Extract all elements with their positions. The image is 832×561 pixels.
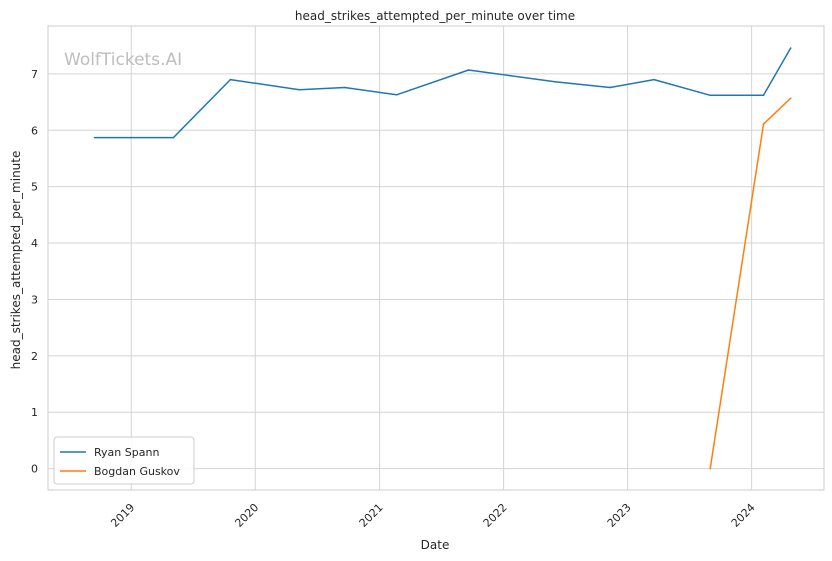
x-tick-label: 2020 [232, 501, 261, 530]
data-point-ryan-spann [229, 78, 232, 81]
y-tick-label: 7 [31, 68, 38, 81]
chart-title: head_strikes_attempted_per_minute over t… [295, 9, 575, 23]
y-tick-label: 4 [31, 237, 38, 250]
grid-layer [48, 26, 824, 490]
data-point-bogdan-guskov [709, 467, 711, 470]
data-point-ryan-spann [298, 88, 301, 91]
data-point-ryan-spann [709, 94, 711, 97]
legend-box [53, 436, 195, 485]
y-tick-label: 1 [31, 406, 38, 419]
data-point-ryan-spann [93, 136, 96, 139]
y-tick-label: 2 [31, 350, 38, 363]
y-axis-label: head_strikes_attempted_per_minute [9, 151, 23, 370]
x-tick-label: 2023 [605, 501, 634, 530]
data-point-ryan-spann [395, 93, 398, 96]
legend: Ryan Spann Bogdan Guskov [53, 436, 195, 485]
y-tick-label: 5 [31, 181, 38, 194]
y-tick-label: 6 [31, 124, 38, 137]
data-point-ryan-spann [172, 136, 175, 139]
series-line-ryan-spann [94, 47, 792, 139]
y-tick-labels: 0 1 2 3 4 5 6 7 [31, 68, 38, 476]
data-point-ryan-spann [609, 86, 611, 89]
data-point-ryan-spann [653, 78, 655, 81]
watermark: WolfTickets.AI [64, 50, 182, 70]
data-point-bogdan-guskov [789, 97, 792, 99]
x-tick-label: 2022 [481, 501, 510, 530]
data-point-ryan-spann [789, 47, 792, 49]
series-layer [93, 47, 792, 470]
x-tick-label: 2021 [357, 501, 386, 530]
data-point-bogdan-guskov [762, 123, 765, 125]
y-tick-label: 3 [31, 293, 38, 306]
data-point-ryan-spann [343, 86, 346, 89]
x-axis-label: Date [421, 538, 450, 552]
plot-frame [47, 25, 825, 491]
legend-label-bogdan-guskov: Bogdan Guskov [94, 465, 180, 478]
x-tick-label: 2019 [108, 501, 137, 530]
data-point-ryan-spann [762, 94, 765, 97]
data-point-ryan-spann [554, 81, 556, 83]
x-tick-labels: 2019 2020 2021 2022 2023 2024 [108, 501, 757, 530]
x-tick-label: 2024 [729, 501, 758, 530]
legend-label-ryan-spann: Ryan Spann [94, 446, 159, 459]
y-tick-label: 0 [31, 463, 38, 476]
series-line-bogdan-guskov [709, 97, 792, 469]
data-point-ryan-spann [467, 69, 470, 71]
